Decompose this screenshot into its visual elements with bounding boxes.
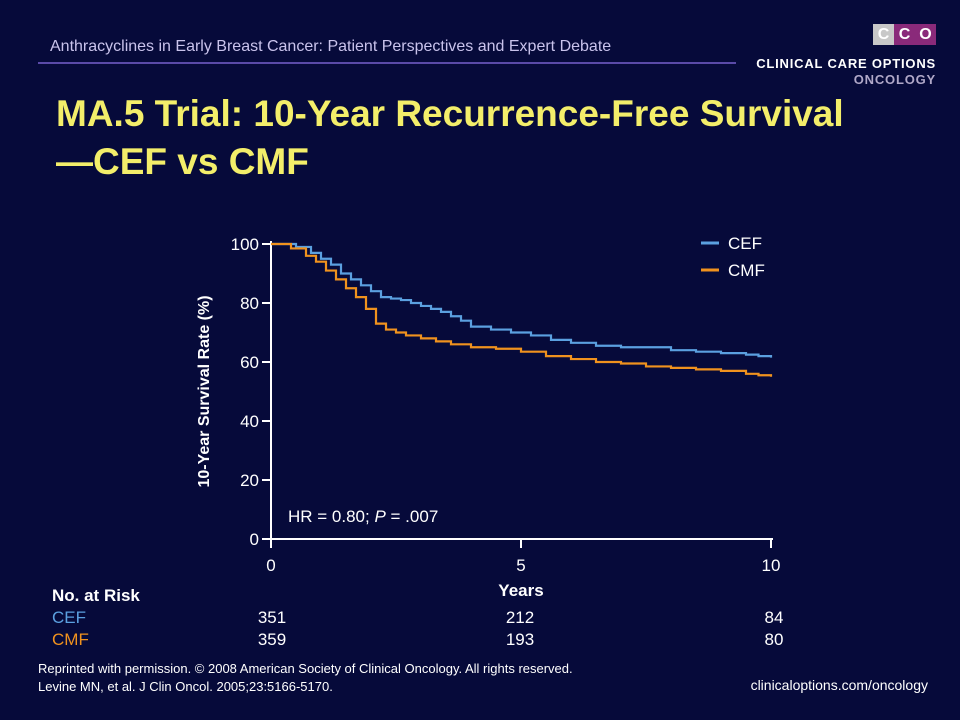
series-line-cmf [271, 242, 773, 377]
numbers-at-risk-value: 351 [257, 608, 287, 627]
y-tick-label: 80 [240, 294, 259, 313]
legend-label: CMF [728, 261, 765, 280]
numbers-at-risk-label: CMF [52, 630, 89, 649]
series-line-cef [271, 242, 773, 358]
p-value: = .007 [386, 507, 438, 526]
header-divider [38, 62, 736, 64]
numbers-at-risk-value: 80 [764, 630, 784, 649]
numbers-at-risk-label: CEF [52, 608, 86, 627]
numbers-at-risk-row-cmf: CMF 359 193 80 [0, 630, 960, 652]
x-tick-label: 5 [516, 556, 525, 575]
numbers-at-risk-title: No. at Risk [52, 586, 140, 605]
footnote-citation: Levine MN, et al. J Clin Oncol. 2005;23:… [38, 679, 333, 694]
logo-line-1: CLINICAL CARE OPTIONS [756, 56, 936, 71]
chart-legend: CEF CMF [701, 234, 765, 280]
y-tick-label: 60 [240, 353, 259, 372]
x-tick-label: 0 [266, 556, 275, 575]
chart-curves [271, 242, 773, 377]
numbers-at-risk-value: 193 [505, 630, 535, 649]
clinical-care-options-logo: C C O CLINICAL CARE OPTIONS ONCOLOGY [756, 24, 936, 90]
logo-squares: C C O [873, 24, 936, 45]
y-tick-label: 100 [231, 235, 259, 254]
y-tick-label: 20 [240, 471, 259, 490]
logo-letter-3: O [915, 24, 936, 45]
header-text: Anthracyclines in Early Breast Cancer: P… [50, 38, 612, 55]
numbers-at-risk-value: 84 [764, 608, 784, 627]
logo-letter-1: C [873, 24, 894, 45]
x-axis-label: Years [498, 581, 543, 600]
y-tick-label: 40 [240, 412, 259, 431]
footnote-permission: Reprinted with permission. © 2008 Americ… [38, 661, 573, 676]
y-axis-label: 10-Year Survival Rate (%) [196, 295, 213, 487]
legend-label: CEF [728, 234, 762, 253]
chart-axes: 0 20 40 60 80 100 0 5 10 Years 10-Year Survival Ra… [196, 235, 780, 600]
x-tick-label: 10 [762, 556, 781, 575]
logo-line-2: ONCOLOGY [853, 72, 936, 87]
hazard-ratio-prefix: HR = 0.80; [288, 507, 374, 526]
hazard-ratio-annotation: HR = 0.80; P = .007 [288, 507, 438, 526]
y-tick-label: 0 [250, 530, 259, 549]
footnote: Reprinted with permission. © 2008 Americ… [38, 660, 573, 696]
website-url: clinicaloptions.com/oncology [750, 677, 928, 693]
numbers-at-risk-value: 359 [257, 630, 287, 649]
numbers-at-risk-value: 212 [505, 608, 535, 627]
numbers-at-risk-row-cef: CEF 351 212 84 [0, 608, 960, 630]
logo-letter-2: C [894, 24, 915, 45]
slide-title: MA.5 Trial: 10-Year Recurrence-Free Surv… [56, 93, 844, 182]
p-value-label: P [374, 507, 386, 526]
